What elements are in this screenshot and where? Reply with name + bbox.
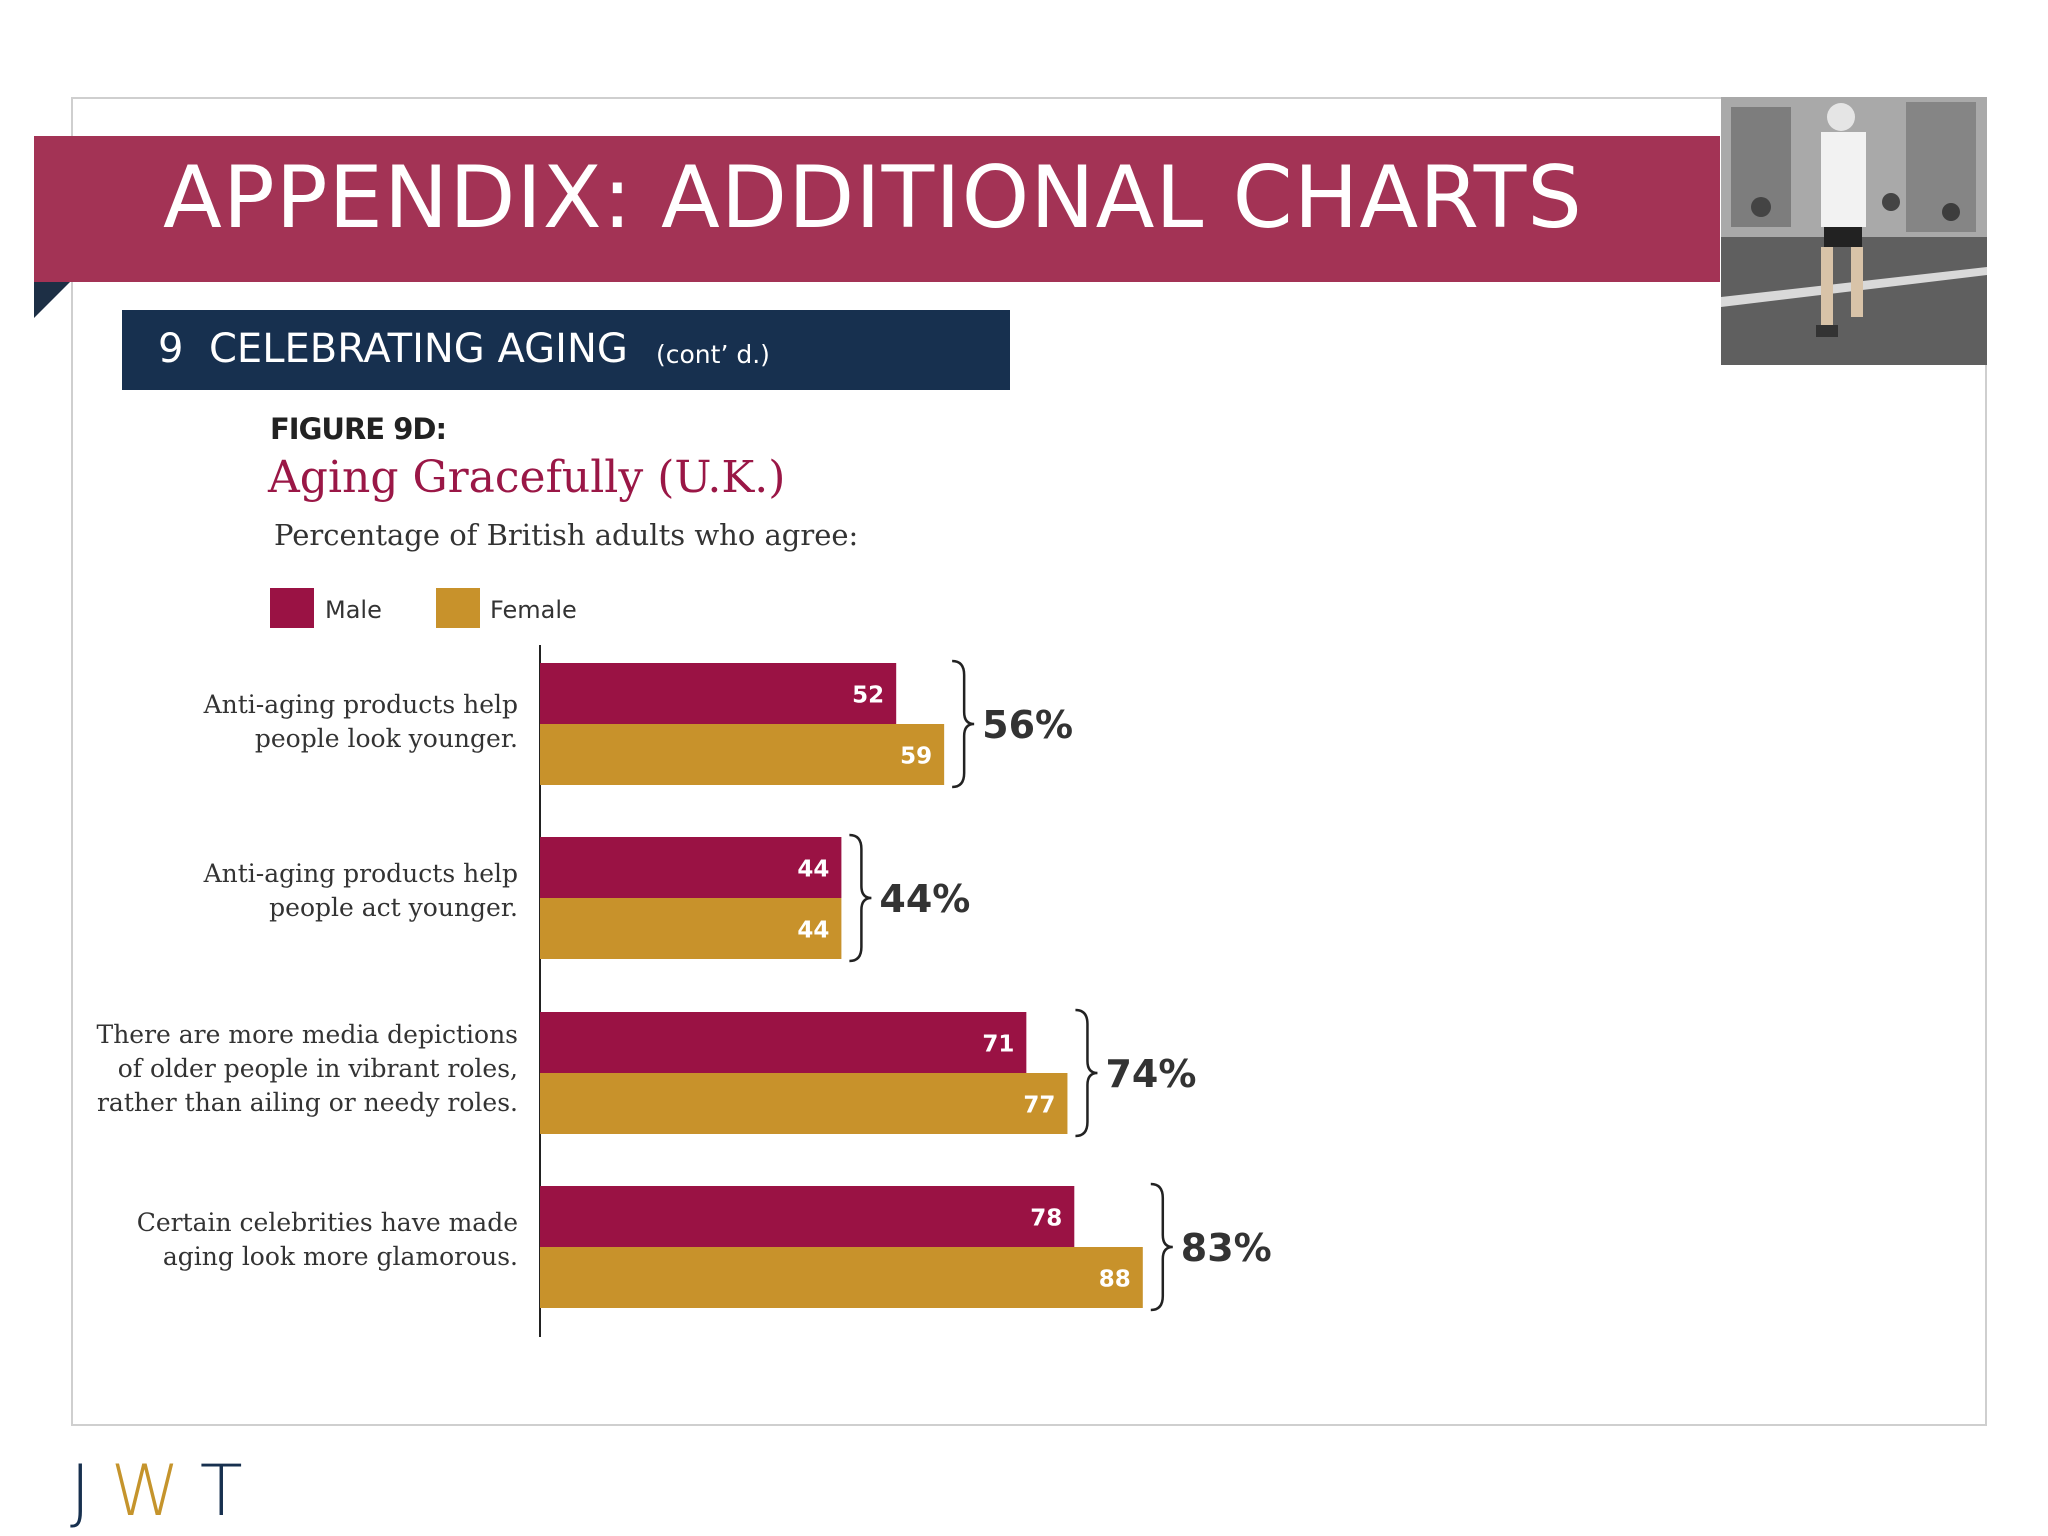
- total-label-3: 74%: [1105, 1052, 1196, 1096]
- logo-letter-j: J: [70, 1450, 111, 1532]
- category-label-2: Anti-aging products help people act youn…: [203, 859, 518, 922]
- section-title: CELEBRATING AGING: [209, 326, 628, 372]
- section-number: 9: [158, 326, 184, 372]
- data-label-male-1: 52: [852, 683, 884, 709]
- total-brace-4: [1150, 1182, 1173, 1312]
- logo-letter-t: T: [199, 1450, 263, 1532]
- total-brace-2: [849, 833, 872, 963]
- bar-male-1: [540, 663, 897, 724]
- data-label-female-3: 77: [1023, 1093, 1055, 1119]
- data-label-male-2: 44: [797, 857, 829, 883]
- bar-female-3: [540, 1073, 1068, 1134]
- title-banner: [34, 136, 1720, 282]
- legend-swatch-male: [270, 588, 314, 628]
- data-label-female-2: 44: [797, 918, 829, 944]
- jwt-logo: JWT: [70, 1450, 263, 1532]
- total-label-2: 44%: [879, 877, 970, 921]
- data-label-male-3: 71: [982, 1032, 1014, 1058]
- total-brace-1: [952, 659, 975, 789]
- runner-photo-icon: [1721, 97, 1987, 365]
- section-subtitle: (cont’ d.): [656, 340, 770, 369]
- bar-female-4: [540, 1247, 1143, 1308]
- bar-male-3: [540, 1012, 1027, 1073]
- legend-label-female: Female: [490, 596, 577, 624]
- data-label-male-4: 78: [1030, 1206, 1062, 1232]
- legend-swatch-female: [436, 588, 480, 628]
- total-label-4: 83%: [1181, 1226, 1272, 1270]
- data-label-female-4: 88: [1099, 1267, 1131, 1293]
- category-label-4: Certain celebrities have made aging look…: [136, 1208, 518, 1271]
- runner-photo: [1721, 97, 1987, 365]
- chart-subtitle: Percentage of British adults who agree:: [274, 518, 859, 552]
- page-title: APPENDIX: ADDITIONAL CHARTS: [163, 148, 1583, 248]
- category-label-1: Anti-aging products help people look you…: [203, 690, 518, 753]
- bar-male-2: [540, 837, 842, 898]
- bar-female-2: [540, 898, 842, 959]
- logo-letter-w: W: [110, 1450, 200, 1532]
- section-bar: [122, 310, 1010, 390]
- bar-male-4: [540, 1186, 1075, 1247]
- chart-title: Aging Gracefully (U.K.): [268, 452, 786, 503]
- data-label-female-1: 59: [900, 744, 932, 770]
- legend-label-male: Male: [325, 596, 382, 624]
- bar-female-1: [540, 724, 945, 785]
- figure-label: FIGURE 9D:: [270, 412, 447, 446]
- total-label-1: 56%: [982, 703, 1073, 747]
- category-label-3: There are more media depictions of older…: [96, 1020, 518, 1117]
- total-brace-3: [1075, 1008, 1098, 1138]
